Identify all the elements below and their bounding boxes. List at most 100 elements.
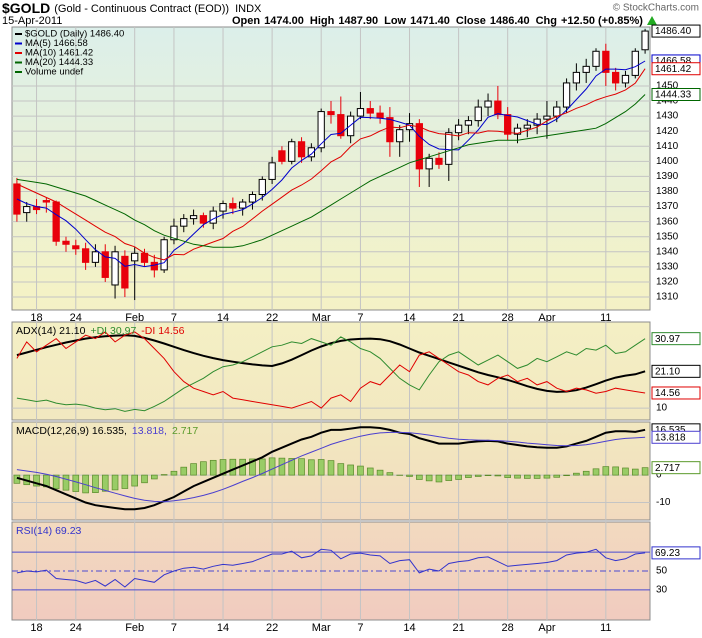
candle-body <box>81 248 90 263</box>
y-tick-label: 10 <box>656 403 668 414</box>
y-tick-label: 1370 <box>656 201 679 212</box>
x-tick-label: Mar <box>312 622 331 634</box>
candle-body <box>602 50 610 73</box>
candle-body <box>248 194 257 203</box>
histogram-bar <box>553 474 561 478</box>
y-tick-label: 50 <box>656 566 668 577</box>
candle-body <box>366 108 374 114</box>
histogram-bar <box>308 459 315 476</box>
histogram-bar <box>465 474 472 478</box>
y-tick-label: 1330 <box>656 262 679 273</box>
y-tick-label: 1380 <box>656 186 679 197</box>
candle-body <box>52 201 60 242</box>
value-label-box <box>651 332 701 346</box>
x-tick-label: 22 <box>266 622 278 634</box>
candle-body <box>337 114 345 137</box>
legend: ADX(14) 21.10 +DI 30.97 -DI 14.56 <box>16 325 185 337</box>
series-line <box>16 336 646 412</box>
y-tick-label: 1350 <box>656 231 679 242</box>
x-tick-label: 28 <box>502 312 514 324</box>
histogram-bar <box>268 457 276 476</box>
value-label: 16.535 <box>655 425 686 436</box>
histogram-bar <box>229 458 237 476</box>
panel-background <box>11 321 651 421</box>
value-label-box <box>651 62 701 76</box>
quote-value: 1471.40 <box>410 15 450 27</box>
candle-body <box>91 251 100 263</box>
quote-value: 1474.00 <box>264 15 304 27</box>
histogram-bar <box>524 474 531 479</box>
histogram-bar <box>151 474 158 480</box>
series-line <box>16 331 646 409</box>
candle-body <box>464 120 473 126</box>
histogram-bar <box>92 474 99 493</box>
candle-body <box>533 118 541 126</box>
value-label: 1444.33 <box>655 90 692 101</box>
candle-body <box>199 215 208 224</box>
x-tick-label: Mar <box>312 312 331 324</box>
histogram-bar <box>347 464 354 476</box>
candle-body <box>376 112 384 119</box>
histogram-bar <box>141 474 148 484</box>
histogram-bar <box>406 474 413 477</box>
y-tick-label: 1420 <box>656 126 679 137</box>
legend-entry: 13.818, <box>132 425 167 437</box>
histogram-bar <box>573 472 580 476</box>
x-tick-label: Feb <box>125 622 144 634</box>
x-tick-label: 28 <box>502 622 514 634</box>
histogram-bar <box>494 474 502 477</box>
y-tick-label: 1390 <box>656 171 679 182</box>
value-label: 21.10 <box>655 366 680 377</box>
y-tick-label: 1310 <box>656 292 679 303</box>
histogram-bar <box>366 467 374 476</box>
legend-entry: ADX(14) 21.10 <box>16 325 86 337</box>
x-tick-label: 11 <box>600 622 611 634</box>
candle-body <box>562 82 571 108</box>
histogram-bar <box>582 470 590 476</box>
candle-body <box>180 218 188 227</box>
series-line <box>16 426 646 511</box>
candle-body <box>612 71 620 84</box>
histogram-bar <box>641 467 649 476</box>
value-label: 1461.42 <box>655 64 692 75</box>
exchange: INDX <box>235 3 262 15</box>
candle-body <box>121 255 129 289</box>
value-label-box <box>651 386 701 400</box>
candle-body <box>474 106 482 122</box>
histogram-bar <box>357 465 364 476</box>
x-tick-label: 7 <box>171 622 177 634</box>
candle-body <box>582 65 590 73</box>
histogram-bar <box>337 463 345 476</box>
legend-entry: -DI 14.56 <box>141 325 184 337</box>
candle-body <box>346 115 355 137</box>
series-line <box>16 68 646 261</box>
candle-body <box>621 74 630 84</box>
quote-label: Chg <box>536 15 557 27</box>
candle-body <box>160 239 168 271</box>
candle-body <box>484 100 492 108</box>
value-label: 14.56 <box>655 388 680 399</box>
histogram-bar <box>298 458 305 476</box>
histogram-bar <box>33 474 40 487</box>
candle-body <box>631 50 639 76</box>
quote-value: 1486.40 <box>490 15 530 27</box>
y-tick-label: 30 <box>656 584 668 595</box>
candle-body <box>278 150 286 162</box>
x-tick-label: 18 <box>30 622 42 634</box>
histogram-bar <box>219 459 227 476</box>
candle-body <box>445 132 453 165</box>
x-tick-label: 18 <box>30 312 42 324</box>
histogram-bar <box>386 472 394 476</box>
candle-body <box>435 157 443 165</box>
candle-body <box>592 50 600 67</box>
symbol: $GOLD <box>2 0 50 16</box>
histogram-bar <box>101 474 109 492</box>
histogram-bar <box>190 463 197 476</box>
x-tick-label: 24 <box>70 312 82 324</box>
histogram-bar <box>602 466 610 476</box>
x-tick-label: 7 <box>171 312 177 324</box>
candle-body <box>543 115 551 120</box>
legend-entry: MA(10) 1461.42 <box>25 48 93 59</box>
histogram-bar <box>455 474 462 480</box>
candle-body <box>62 240 70 245</box>
